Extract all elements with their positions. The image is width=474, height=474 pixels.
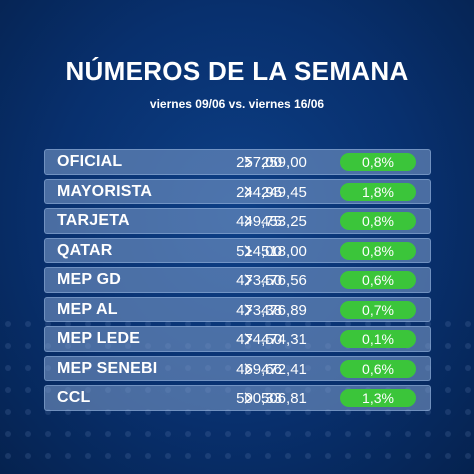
current-value: 472,41 [261, 360, 307, 378]
rate-row-tarjeta: TARJETA 449,75 453,25 0,8% [44, 208, 431, 234]
rate-name: MEP LEDE [57, 330, 141, 347]
rate-name: MEP SENEBI [57, 359, 158, 377]
rate-row-mep-lede: MEP LEDE 474,50 474,31 0,1% [44, 326, 431, 352]
rate-name: TARJETA [57, 212, 130, 229]
current-value: 259,00 [261, 154, 307, 171]
change-badge: 0,8% [340, 241, 416, 260]
rate-row-mayorista: MAYORISTA 244,95 249,45 1,8% [44, 178, 431, 204]
change-badge: 0,1% [340, 330, 416, 348]
chevron-right-icon [244, 362, 253, 375]
chevron-right-icon [244, 333, 253, 345]
chevron-right-icon [244, 185, 253, 198]
chevron-right-icon [244, 274, 253, 286]
change-badge: 0,6% [340, 359, 416, 378]
current-value: 249,45 [261, 183, 307, 201]
rate-name: OFICIAL [57, 153, 123, 170]
chevron-right-icon [244, 303, 253, 316]
rate-row-mep-gd: MEP GD 473,50 476,56 0,6% [44, 267, 431, 293]
rate-row-ccl: CCL 500,33 506,81 1,3% [44, 385, 431, 411]
rate-row-mep-al: MEP AL 473,38 476,89 0,7% [44, 296, 431, 322]
change-badge: 0,6% [340, 271, 416, 289]
chevron-right-icon [244, 244, 253, 257]
change-badge: 0,7% [340, 300, 416, 319]
change-badge: 0,8% [340, 212, 416, 230]
current-value: 476,89 [261, 301, 307, 319]
current-value: 506,81 [261, 390, 307, 407]
chevron-right-icon [244, 156, 253, 168]
change-badge: 0,8% [340, 153, 416, 171]
date-range-subtitle: viernes 09/06 vs. viernes 16/06 [149, 97, 325, 111]
rate-name: QATAR [57, 241, 113, 259]
rate-name: MEP GD [57, 271, 122, 288]
current-value: 518,00 [261, 242, 307, 260]
current-value: 453,25 [261, 213, 307, 230]
rate-row-oficial: OFICIAL 257,00 259,00 0,8% [44, 149, 431, 175]
page-title: NÚMEROS DE LA SEMANA [65, 56, 409, 86]
rate-name: CCL [57, 389, 91, 406]
chevron-right-icon [244, 215, 253, 227]
rate-row-qatar: QATAR 514,00 518,00 0,8% [44, 237, 431, 263]
change-badge: 1,3% [340, 389, 416, 407]
current-value: 476,56 [261, 272, 307, 289]
rate-name: MAYORISTA [57, 182, 153, 200]
change-badge: 1,8% [340, 182, 416, 201]
chevron-right-icon [244, 392, 253, 404]
rate-name: MEP AL [57, 300, 118, 318]
exchange-rate-table: OFICIAL 257,00 259,00 0,8% MAYORISTA 244… [44, 149, 431, 415]
current-value: 474,31 [261, 331, 307, 348]
rate-row-mep-senebi: MEP SENEBI 469,66 472,41 0,6% [44, 355, 431, 381]
